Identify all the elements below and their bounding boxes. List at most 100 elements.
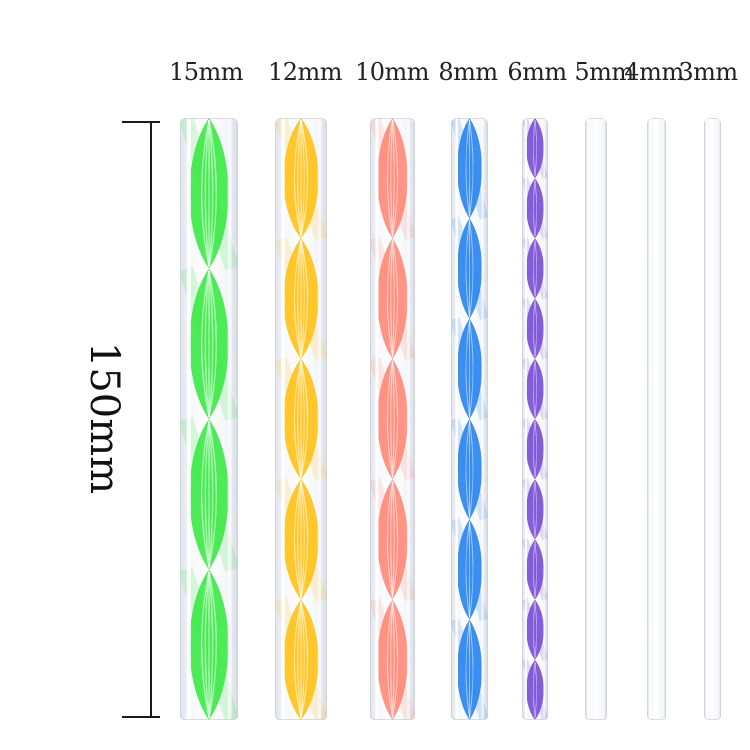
spiral-stripe bbox=[465, 420, 470, 518]
spiral-lobe bbox=[526, 659, 544, 720]
spiral-stripe bbox=[297, 601, 302, 719]
spiral-stripe bbox=[465, 119, 470, 217]
spiral-stripe bbox=[534, 119, 538, 177]
spiral-stripe bbox=[465, 320, 470, 418]
spiral-stripe bbox=[390, 481, 394, 598]
spiral-ribbon bbox=[180, 266, 238, 422]
spiral-lobe bbox=[526, 178, 544, 239]
spiral-lobe bbox=[526, 118, 544, 179]
spiral-stripe bbox=[534, 240, 538, 297]
spiral-stripe bbox=[465, 521, 470, 618]
spiral-stripe bbox=[200, 571, 210, 719]
spiral-stripe bbox=[300, 481, 309, 598]
rod-5mm bbox=[585, 118, 607, 720]
spiral-stripe bbox=[297, 119, 302, 237]
spiral-lobe bbox=[377, 599, 408, 720]
spiral-stripe bbox=[469, 220, 474, 317]
spiral-stripe bbox=[208, 571, 214, 719]
spiral-stripe bbox=[534, 541, 538, 598]
rod-outline bbox=[704, 118, 721, 720]
spiral-stripe bbox=[293, 481, 302, 598]
spiral-stripe bbox=[465, 621, 470, 719]
spiral-stripe bbox=[390, 240, 394, 357]
spiral-stripe bbox=[391, 481, 395, 598]
rod-outline bbox=[451, 118, 488, 720]
spiral-stripe bbox=[297, 481, 302, 598]
spiral-lobe bbox=[377, 479, 408, 600]
spiral-stripe bbox=[391, 601, 395, 719]
spiral-stripe bbox=[208, 571, 218, 719]
spiral-stripe bbox=[204, 119, 210, 267]
spiral-stripe bbox=[532, 240, 536, 297]
spiral-stripe bbox=[532, 661, 536, 719]
spiral-stripe bbox=[204, 270, 210, 418]
rod-highlight bbox=[406, 118, 411, 720]
spiral-stripe bbox=[534, 420, 538, 478]
spiral-stripe bbox=[200, 119, 210, 267]
spiral-stripe bbox=[208, 420, 218, 568]
dimension-cap-bottom bbox=[122, 716, 160, 718]
spiral-lobe bbox=[526, 419, 544, 480]
dimension-cap-top bbox=[122, 121, 160, 123]
rod-body bbox=[704, 118, 721, 720]
spiral-stripe bbox=[391, 119, 399, 237]
rod-outline bbox=[180, 118, 238, 720]
spiral-stripe bbox=[297, 360, 302, 478]
rod-6mm bbox=[522, 118, 548, 720]
size-label-5mm: 5mm bbox=[574, 58, 634, 86]
spiral-stripe bbox=[534, 661, 538, 719]
size-label-10mm: 10mm bbox=[354, 58, 430, 86]
spiral-stripe bbox=[391, 119, 395, 237]
spiral-stripe bbox=[386, 119, 394, 237]
spiral-stripe bbox=[293, 119, 302, 237]
spiral-stripe bbox=[391, 360, 399, 478]
spiral-lobe bbox=[526, 599, 544, 660]
spiral-lobe bbox=[377, 118, 408, 239]
spiral-stripe bbox=[391, 240, 395, 357]
rod-highlight bbox=[281, 118, 285, 720]
rod-body bbox=[585, 118, 607, 720]
rod-highlight bbox=[317, 118, 322, 720]
rod-highlight bbox=[603, 118, 605, 720]
spiral-lobe bbox=[526, 238, 544, 299]
spiral-stripe bbox=[532, 601, 536, 658]
spiral-stripe bbox=[532, 300, 536, 357]
spiral-stripe bbox=[300, 601, 309, 719]
spiral-stripe bbox=[300, 481, 305, 598]
spiral-stripe bbox=[469, 119, 474, 217]
size-label-3mm: 3mm bbox=[678, 58, 738, 86]
dimension-line bbox=[150, 122, 152, 718]
spiral-stripe bbox=[469, 521, 474, 618]
size-label-12mm: 12mm bbox=[267, 58, 343, 86]
spiral-lobe bbox=[377, 358, 408, 480]
rod-highlight bbox=[375, 118, 379, 720]
rod-highlight bbox=[706, 118, 708, 720]
rod-highlight bbox=[587, 118, 590, 720]
spiral-lobe bbox=[526, 298, 544, 359]
size-label-8mm: 8mm bbox=[438, 58, 498, 86]
spiral-lobe bbox=[526, 358, 544, 419]
spiral-stripe bbox=[391, 240, 399, 357]
rod-highlight bbox=[455, 118, 459, 720]
spiral-stripe bbox=[300, 360, 305, 478]
rod-highlight bbox=[227, 118, 232, 720]
rod-12mm bbox=[275, 118, 327, 720]
spiral-stripe bbox=[469, 621, 474, 719]
spiral-stripe bbox=[293, 240, 302, 357]
rod-8mm bbox=[451, 118, 488, 720]
spiral-stripe bbox=[532, 360, 536, 418]
spiral-stripe bbox=[532, 420, 536, 478]
spiral-stripe bbox=[293, 601, 302, 719]
rod-highlight bbox=[649, 118, 651, 720]
rod-body bbox=[647, 118, 666, 720]
size-label-4mm: 4mm bbox=[624, 58, 684, 86]
spiral-stripe bbox=[300, 601, 305, 719]
spiral-stripe bbox=[200, 420, 210, 568]
spiral-stripe bbox=[390, 119, 394, 237]
spiral-stripe bbox=[532, 119, 536, 177]
spiral-stripe bbox=[465, 220, 470, 317]
spiral-ribbon bbox=[180, 416, 238, 572]
spiral-stripe bbox=[208, 270, 214, 418]
spiral-stripe bbox=[532, 541, 536, 598]
rod-highlight bbox=[186, 118, 192, 720]
